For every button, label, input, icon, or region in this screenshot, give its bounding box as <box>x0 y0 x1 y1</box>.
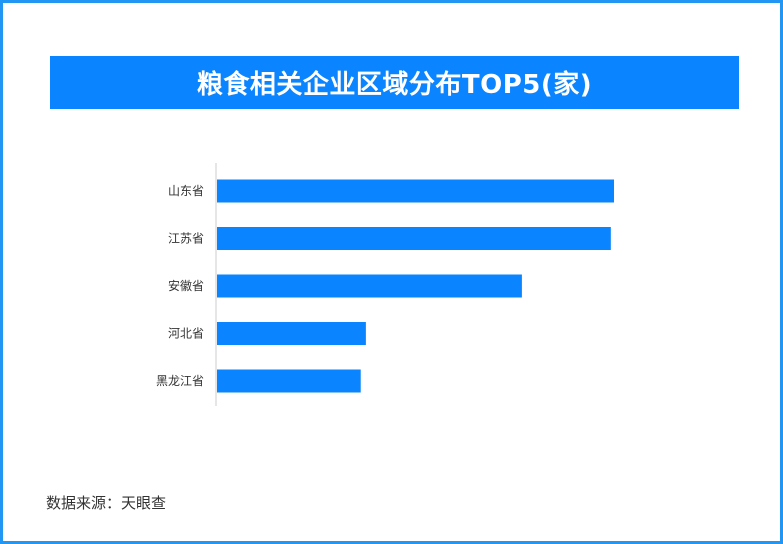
bars <box>217 179 614 393</box>
bar <box>217 369 361 393</box>
category-label: 安徽省 <box>168 278 204 293</box>
title-banner: 粮食相关企业区域分布TOP5(家) <box>50 56 739 109</box>
category-label: 江苏省 <box>168 232 204 246</box>
bar <box>217 274 522 298</box>
category-label: 黑龙江省 <box>156 374 204 388</box>
bar <box>217 179 614 203</box>
bar <box>217 322 366 345</box>
category-label: 河北省 <box>168 327 204 341</box>
bar <box>217 227 611 250</box>
chart-title: 粮食相关企业区域分布TOP5(家) <box>196 70 593 100</box>
category-label: 山东省 <box>168 184 204 198</box>
data-source: 数据来源：天眼查 <box>46 494 167 512</box>
